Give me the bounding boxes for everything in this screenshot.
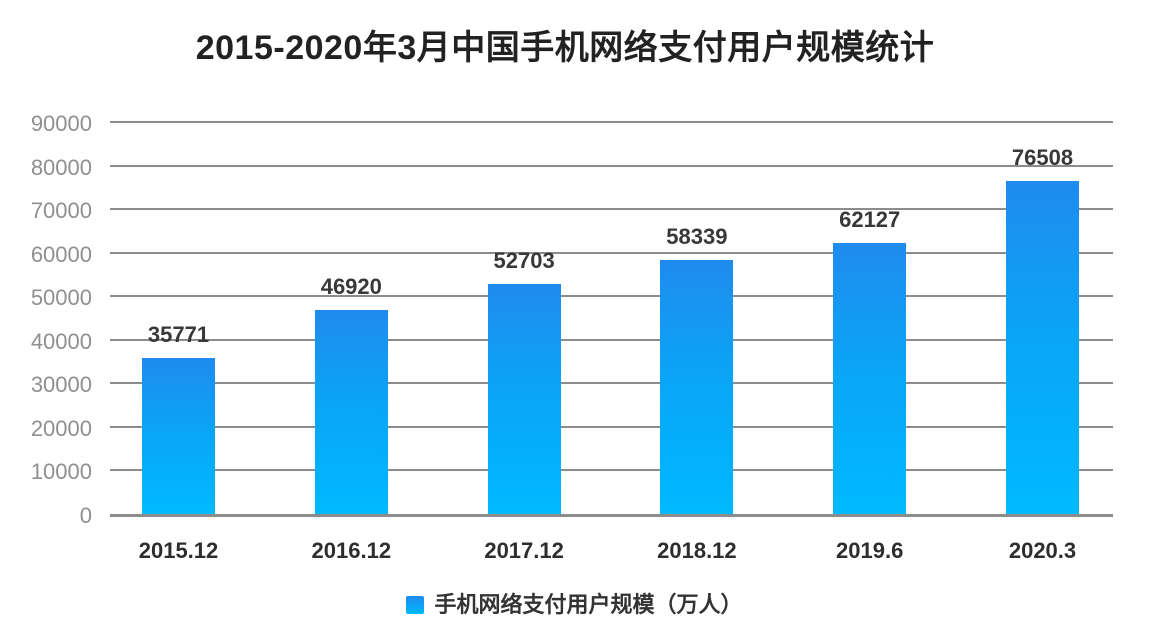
y-axis-tick-label: 40000	[30, 328, 92, 354]
legend-item[interactable]: 手机网络支付用户规模（万人）	[0, 592, 1149, 618]
bar[interactable]	[660, 259, 734, 514]
bar-value-label: 58339	[666, 223, 728, 249]
y-axis-tick-label: 90000	[30, 111, 92, 136]
legend-swatch-icon	[406, 596, 425, 615]
y-axis-tick-label: 10000	[30, 459, 92, 485]
x-axis-tick-label: 2020.3	[1008, 538, 1077, 563]
y-axis-tick-label: 60000	[30, 241, 92, 267]
y-axis-tick-label: 80000	[30, 154, 92, 180]
x-axis-tick-label: 2017.12	[484, 538, 564, 563]
legend-label: 手机网络支付用户规模（万人）	[434, 592, 743, 617]
bar-value-label: 46920	[320, 273, 382, 299]
plot-area: 35771 2015.12 46920 2016.12 52703 2017.12 5833…	[110, 121, 1113, 562]
bar[interactable]	[1006, 180, 1079, 514]
x-axis-tick-label: 2015.12	[138, 538, 219, 563]
bar[interactable]	[833, 243, 907, 514]
bar[interactable]	[487, 284, 561, 514]
bar-value-label: 62127	[839, 207, 901, 233]
x-axis-tick-label: 2018.12	[657, 538, 737, 563]
y-axis-tick-label: 30000	[30, 372, 92, 398]
gridline	[110, 295, 1113, 298]
gridline	[110, 382, 1113, 385]
y-axis-tick-label: 0	[79, 503, 92, 528]
gridline	[110, 425, 1113, 428]
bar-value-label: 35771	[147, 322, 210, 348]
gridline	[110, 121, 1113, 123]
gridline	[110, 338, 1113, 341]
bar-value-label: 76508	[1011, 144, 1074, 170]
x-axis-tick-label: 2019.6	[836, 538, 904, 563]
bar-value-label: 52703	[493, 248, 555, 274]
gridline	[110, 251, 1113, 254]
y-axis-tick-label: 70000	[30, 198, 92, 224]
bar[interactable]	[142, 358, 215, 514]
bar[interactable]	[314, 309, 388, 514]
y-axis: 0 10000 20000 30000 40000 50000 60000 70000 8000…	[0, 113, 100, 527]
gridline	[110, 164, 1113, 167]
y-axis-tick-label: 20000	[30, 415, 92, 441]
y-axis-tick-label: 50000	[30, 285, 92, 311]
gridline	[110, 469, 1113, 472]
x-axis-tick-label: 2016.12	[311, 538, 392, 563]
gridline	[110, 208, 1113, 211]
chart-title: 2015-2020年3月中国手机网络支付用户规模统计	[195, 29, 935, 67]
